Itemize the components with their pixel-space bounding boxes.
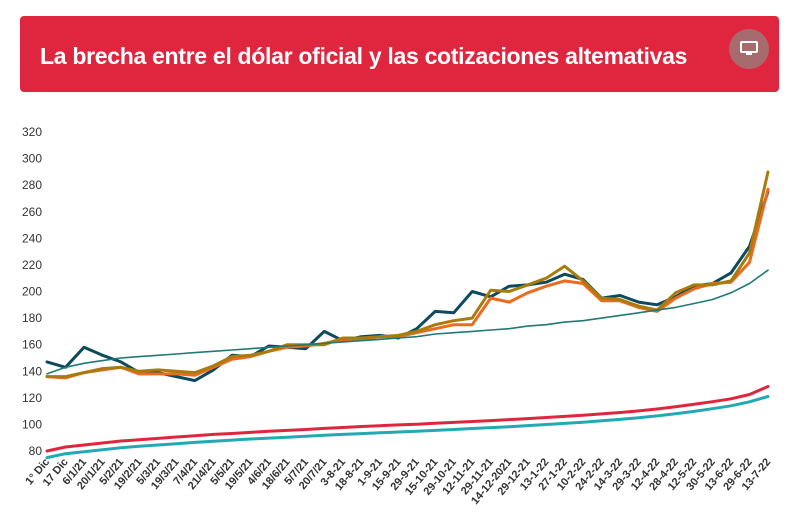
- y-tick-label: 280: [22, 178, 42, 192]
- monitor-icon: [740, 41, 758, 55]
- series-line-6: [45, 395, 770, 460]
- series-line-2: [45, 187, 770, 380]
- y-tick-label: 300: [22, 152, 42, 166]
- y-tick-label: 240: [22, 231, 42, 245]
- series-line-3: [45, 170, 770, 379]
- series-line-4: [46, 269, 769, 375]
- title-banner: La brecha entre el dólar oficial y las c…: [20, 16, 779, 92]
- y-tick-label: 160: [22, 338, 42, 352]
- series-line-1: [45, 190, 770, 383]
- y-axis: 80 100 120 140 160 180 200 220 240 260 280 300 320: [22, 125, 42, 458]
- series-line-5: [45, 385, 770, 453]
- y-tick-label: 320: [22, 125, 42, 139]
- y-tick-label: 180: [22, 311, 42, 325]
- y-tick-label: 200: [22, 285, 42, 299]
- series-lines: [45, 170, 770, 460]
- y-tick-label: 220: [22, 258, 42, 272]
- fullscreen-button[interactable]: [729, 29, 769, 69]
- chart-title: La brecha entre el dólar oficial y las c…: [40, 43, 688, 69]
- y-tick-label: 100: [22, 417, 42, 431]
- y-tick-label: 120: [22, 391, 42, 405]
- y-tick-label: 260: [22, 205, 42, 219]
- y-tick-label: 80: [29, 444, 43, 458]
- y-tick-label: 140: [22, 364, 42, 378]
